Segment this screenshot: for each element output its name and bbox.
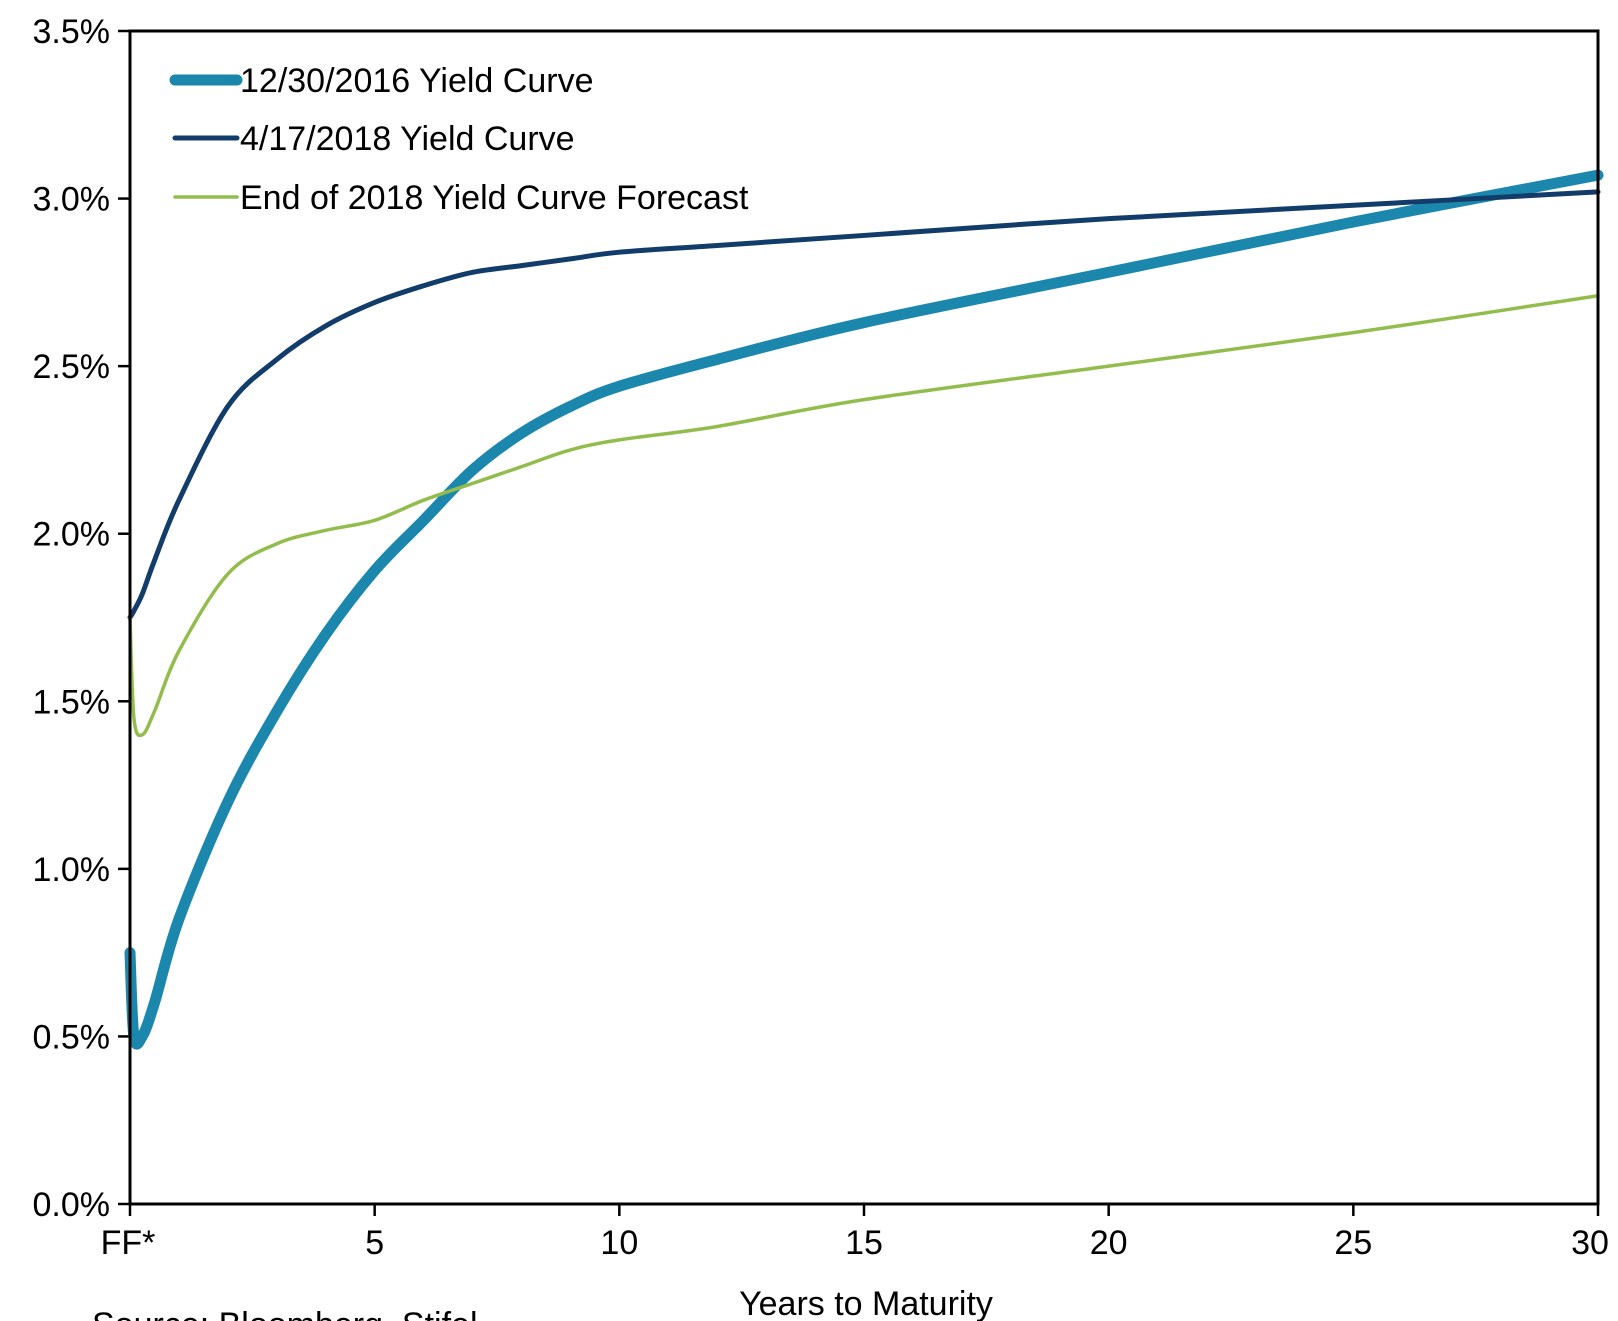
x-tick-label: 25 bbox=[1334, 1224, 1372, 1262]
x-tick-label: 30 bbox=[1571, 1224, 1609, 1262]
y-tick-label: 0.5% bbox=[33, 1018, 111, 1056]
y-tick-label: 3.0% bbox=[33, 181, 111, 219]
plot-area-frame bbox=[128, 29, 1600, 1206]
legend-item-forecast-label: End of 2018 Yield Curve Forecast bbox=[240, 179, 749, 217]
x-tick-label: 20 bbox=[1090, 1224, 1128, 1262]
y-tick-label: 2.0% bbox=[33, 516, 111, 554]
series-line-2018 bbox=[127, 189, 1601, 620]
series-line-2016 bbox=[124, 169, 1604, 1050]
y-axis-ticks: 0.0% 0.5% 1.0% 1.5% 2.0% 2.5% 3.0% 3.5% bbox=[33, 13, 130, 1224]
x-tick-label: 15 bbox=[845, 1224, 883, 1262]
y-tick-label: 3.5% bbox=[33, 13, 111, 51]
x-axis-title: Years to Maturity bbox=[739, 1285, 993, 1321]
y-tick-label: 2.5% bbox=[33, 348, 111, 386]
legend-item-2016-label: 12/30/2016 Yield Curve bbox=[240, 62, 593, 100]
y-tick-label: 1.5% bbox=[33, 683, 111, 721]
series-line-forecast bbox=[128, 294, 1600, 738]
y-tick-label: 0.0% bbox=[33, 1186, 111, 1224]
y-tick-label: 1.0% bbox=[33, 851, 111, 889]
legend: 12/30/2016 Yield Curve 4/17/2018 Yield Cu… bbox=[169, 62, 749, 217]
legend-item-2018-label: 4/17/2018 Yield Curve bbox=[240, 120, 575, 158]
x-tick-label: 5 bbox=[365, 1224, 384, 1262]
x-axis-ticks: FF* 5 10 15 20 25 30 bbox=[101, 1204, 1609, 1262]
source-note: Source: Bloomberg, Stifel bbox=[92, 1306, 478, 1321]
series-lines bbox=[124, 169, 1604, 1050]
x-tick-label: 10 bbox=[600, 1224, 638, 1262]
x-tick-label: FF* bbox=[101, 1224, 156, 1262]
